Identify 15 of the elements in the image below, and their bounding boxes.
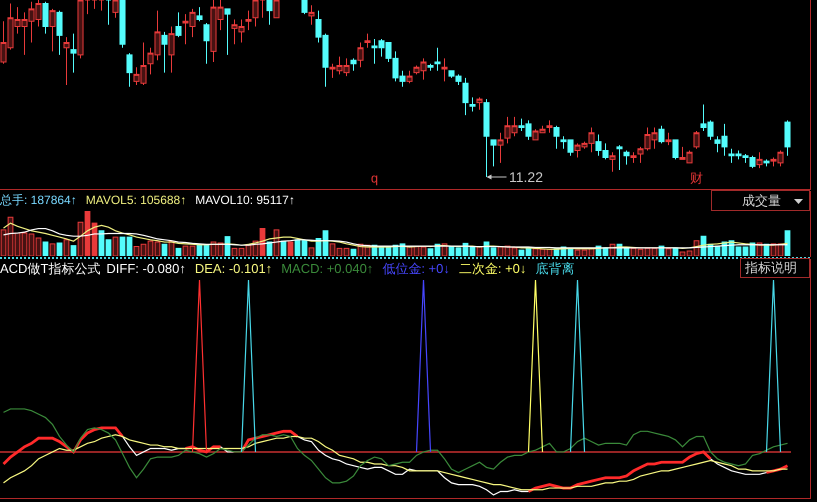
series-label: 总手: 187864↑ bbox=[0, 193, 77, 207]
text: DEA: -0.101↑ bbox=[194, 261, 272, 276]
text: MACD: +0.040↑ bbox=[281, 261, 374, 276]
text: DIFF: -0.080↑ bbox=[106, 261, 186, 276]
x-tick-label: 财 bbox=[690, 170, 703, 186]
series-label: MAVOL5: 105688↑ bbox=[86, 193, 186, 207]
series-label: 低位金: +0↓ bbox=[382, 261, 450, 276]
series-label: 二次金: +0↓ bbox=[458, 261, 526, 276]
x-tick-label: q bbox=[370, 170, 378, 186]
button: 指标说明 bbox=[740, 258, 810, 278]
text: MAVOL10: 95117↑ bbox=[195, 193, 295, 207]
annotation: 11.22 bbox=[509, 169, 544, 185]
series-label: 底背离 bbox=[535, 261, 574, 276]
chart-title: ACD做T指标公式 bbox=[0, 261, 100, 276]
dropdown-field: 成交量 bbox=[711, 190, 810, 211]
